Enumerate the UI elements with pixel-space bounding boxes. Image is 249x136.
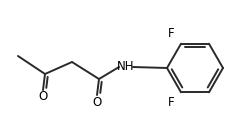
Text: F: F	[168, 96, 174, 109]
Text: O: O	[38, 90, 48, 103]
Text: F: F	[168, 27, 174, 40]
Text: O: O	[92, 95, 102, 109]
Text: NH: NH	[117, 61, 135, 73]
